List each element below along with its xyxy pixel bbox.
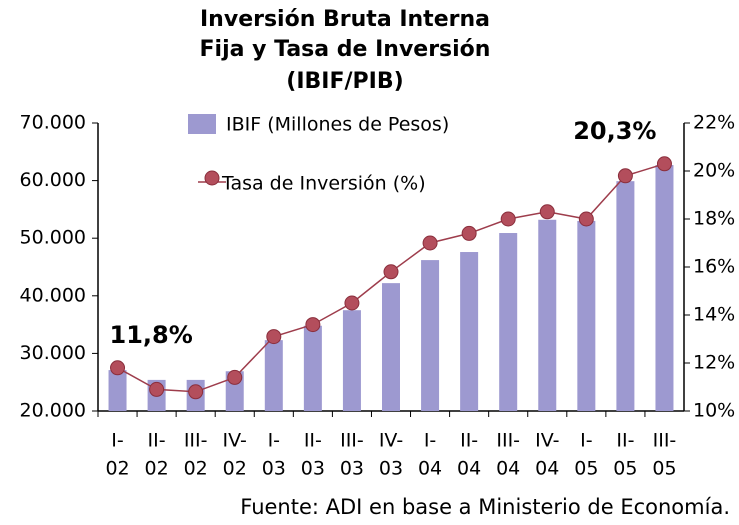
x-tick-label: 02 (105, 458, 129, 480)
x-tick-label: III- (184, 430, 208, 452)
y2-tick-label: 18% (693, 208, 735, 230)
x-tick-label: 05 (652, 458, 676, 480)
line-marker (500, 211, 516, 227)
y-tick-label: 40.000 (20, 284, 86, 306)
bar (616, 181, 635, 411)
value-label: 20,3% (573, 117, 656, 145)
line-marker (188, 384, 204, 400)
x-tick-label: 02 (184, 458, 208, 480)
line-marker (266, 329, 282, 345)
y2-tick-label: 14% (693, 304, 735, 326)
x-tick-label: II- (148, 430, 166, 452)
y2-tick-label: 22% (693, 112, 735, 134)
value-label: 11,8% (110, 321, 193, 349)
bar (342, 310, 361, 411)
bar (499, 233, 518, 411)
line-marker (344, 295, 360, 311)
legend-swatch (188, 114, 216, 134)
x-tick-label: 04 (457, 458, 481, 480)
y2-tick-label: 20% (693, 160, 735, 182)
line-marker (305, 317, 321, 333)
legend-swatch (204, 170, 220, 186)
legend-label: IBIF (Millones de Pesos) (226, 114, 449, 136)
x-tick-label: III- (340, 430, 364, 452)
x-tick-label: 02 (223, 458, 247, 480)
x-tick-label: IV- (535, 430, 559, 452)
y2-tick-label: 10% (693, 400, 735, 422)
x-tick-label: I- (111, 430, 123, 452)
line-marker (149, 381, 165, 397)
bar (577, 220, 596, 411)
line-marker (227, 369, 243, 385)
x-tick-label: 02 (145, 458, 169, 480)
y-tick-label: 60.000 (20, 169, 86, 191)
chart-title: Inversión Bruta Interna (200, 7, 490, 32)
x-tick-label: 04 (496, 458, 520, 480)
y2-tick-label: 12% (693, 352, 735, 374)
x-tick-label: III- (653, 430, 677, 452)
bar (460, 252, 479, 411)
x-tick-label: III- (496, 430, 520, 452)
x-tick-label: 03 (379, 458, 403, 480)
line-marker (383, 264, 399, 280)
bar (303, 325, 322, 411)
bar (655, 165, 674, 411)
y2-tick-label: 16% (693, 256, 735, 278)
x-tick-label: 05 (613, 458, 637, 480)
x-tick-label: 03 (301, 458, 325, 480)
bar (421, 260, 440, 411)
x-tick-label: IV- (223, 430, 247, 452)
x-tick-label: I- (424, 430, 436, 452)
y-tick-label: 50.000 (20, 227, 86, 249)
y-tick-label: 70.000 (20, 112, 86, 134)
legend-label: Tasa de Inversión (%) (221, 173, 426, 195)
chart-title: (IBIF/PIB) (286, 69, 403, 94)
line-marker (110, 360, 126, 376)
x-tick-label: IV- (379, 430, 403, 452)
x-tick-label: 04 (535, 458, 559, 480)
bar (264, 340, 283, 411)
bar (108, 370, 127, 411)
x-tick-label: II- (304, 430, 322, 452)
x-tick-label: 04 (418, 458, 442, 480)
y-tick-label: 30.000 (20, 342, 86, 364)
bar (382, 283, 400, 411)
y-tick-label: 20.000 (20, 400, 86, 422)
bar (538, 219, 557, 411)
x-tick-label: II- (460, 430, 478, 452)
x-tick-label: 05 (574, 458, 598, 480)
line-marker (656, 156, 672, 172)
line-marker (461, 225, 477, 241)
x-tick-label: II- (616, 430, 634, 452)
x-tick-label: I- (580, 430, 592, 452)
x-tick-label: 03 (262, 458, 286, 480)
chart-title: Fija y Tasa de Inversión (200, 37, 491, 62)
line-marker (578, 211, 594, 227)
line-marker (539, 204, 555, 220)
source-note: Fuente: ADI en base a Ministerio de Econ… (240, 495, 730, 519)
line-marker (422, 235, 438, 251)
line-marker (617, 168, 633, 184)
x-tick-label: I- (268, 430, 280, 452)
x-tick-label: 03 (340, 458, 364, 480)
